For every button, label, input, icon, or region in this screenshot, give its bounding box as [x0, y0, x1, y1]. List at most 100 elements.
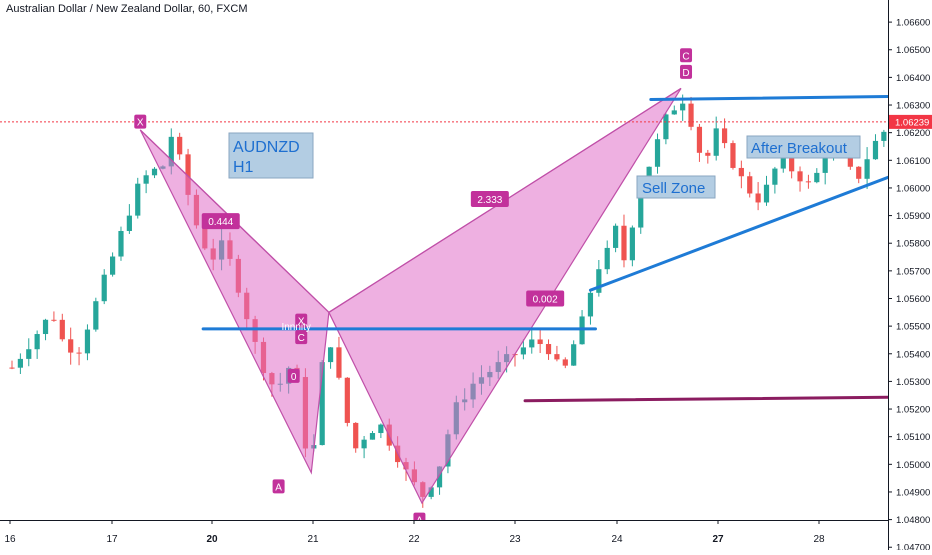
candle-body — [713, 128, 719, 156]
price-tick-label: 1.05700 — [896, 266, 930, 277]
time-tick-label: 24 — [611, 534, 623, 545]
candle-body — [93, 301, 99, 330]
candle-body — [604, 247, 610, 270]
candle-body — [587, 292, 594, 317]
candle-body — [629, 227, 635, 261]
time-tick-label: 23 — [509, 534, 521, 545]
candle-body — [353, 422, 359, 449]
candle-body — [847, 156, 853, 167]
candle-body — [738, 167, 744, 177]
candle-body — [118, 230, 124, 257]
candle-body — [621, 225, 627, 261]
candle-body — [336, 347, 342, 378]
support-maroon-line — [523, 395, 888, 403]
pattern-point-label: 0 — [291, 372, 297, 383]
candle-body — [369, 433, 376, 440]
candle-body — [562, 359, 568, 366]
candle-body — [545, 344, 552, 355]
candle-body — [663, 114, 669, 140]
price-tick-label: 1.04900 — [896, 487, 930, 498]
time-tick-label: 20 — [206, 534, 218, 545]
candle-body — [51, 319, 57, 321]
candle-body — [705, 152, 711, 156]
sell-zone-text: Sell Zone — [642, 180, 705, 197]
price-tick-label: 1.05800 — [896, 239, 930, 250]
current-price-tag — [889, 114, 932, 129]
candle-body — [151, 168, 158, 176]
candle-body — [805, 181, 812, 183]
symbol-box — [228, 132, 314, 179]
price-tick-label: 1.06000 — [896, 183, 930, 194]
candle-body — [814, 172, 820, 183]
candle-body — [42, 319, 49, 335]
price-tick-label: 1.05400 — [896, 349, 930, 360]
price-tick-label: 1.05900 — [896, 211, 930, 222]
candle-body — [76, 352, 82, 354]
pattern-point-label: C — [298, 333, 305, 344]
price-tick-label: 1.06500 — [896, 45, 930, 56]
pattern-point-marker — [680, 48, 693, 63]
pattern-ratio-box — [201, 213, 240, 230]
pattern-point-label: X — [298, 317, 305, 328]
candle-body — [428, 487, 434, 497]
price-tick-label: 1.05300 — [896, 377, 930, 388]
price-tick-label: 1.04800 — [896, 515, 930, 526]
candle-body — [378, 424, 384, 434]
candle-body — [696, 126, 703, 153]
candle-body — [126, 215, 132, 231]
candle-body — [177, 136, 183, 155]
price-tick-label: 1.06100 — [896, 156, 930, 167]
price-tick-label: 1.06600 — [896, 18, 930, 29]
triangle-bottom-line — [588, 175, 888, 292]
time-tick-label: 16 — [4, 534, 16, 545]
candle-body — [520, 347, 526, 355]
price-tick-label: 1.06200 — [896, 128, 930, 139]
candle-body — [688, 103, 694, 127]
pattern-triangle-bcd — [328, 87, 682, 505]
sell-zone-box — [636, 175, 716, 199]
pattern-point-label: X — [137, 118, 144, 129]
candle-body — [26, 349, 32, 359]
candle-body — [537, 339, 543, 345]
candle-body — [327, 347, 334, 363]
candle-body — [755, 193, 761, 203]
candle-body — [789, 156, 795, 172]
pattern-point-marker — [680, 64, 693, 79]
candle-body — [571, 344, 577, 366]
candle-body — [68, 339, 74, 353]
pattern-point-marker — [134, 114, 147, 129]
symbol-text: AUDNZD — [233, 139, 300, 156]
candle-body — [763, 184, 770, 203]
candle-body — [856, 166, 862, 179]
candle-body — [822, 155, 828, 173]
price-axis-panel — [888, 0, 932, 550]
candle-body — [34, 334, 40, 350]
candle-body — [344, 377, 350, 423]
price-tick-label: 1.05200 — [896, 405, 930, 416]
pattern-triangle-xab — [139, 129, 330, 475]
time-tick-label: 22 — [408, 534, 420, 545]
candle-body — [110, 256, 116, 275]
pattern-ratio-box — [526, 290, 565, 307]
pattern-point-marker — [295, 313, 308, 328]
pattern-point-label: A — [416, 516, 423, 527]
candle-body — [596, 269, 602, 293]
candle-body — [772, 168, 778, 185]
price-tick-label: 1.05100 — [896, 432, 930, 443]
after-breakout-text: After Breakout — [751, 140, 848, 157]
time-tick-label: 28 — [813, 534, 825, 545]
after-breakout-box — [746, 135, 861, 159]
candle-body — [747, 176, 753, 194]
candle-body — [17, 358, 23, 368]
candle-body — [613, 225, 619, 248]
candle-body — [638, 190, 644, 228]
time-tick-label: 27 — [712, 534, 724, 545]
pattern-point-label: C — [682, 51, 689, 62]
candle-body — [797, 171, 803, 182]
candle-body — [143, 175, 149, 184]
candle-body — [730, 143, 736, 168]
candle-body — [319, 362, 325, 446]
pattern-ratio-box — [470, 190, 509, 207]
